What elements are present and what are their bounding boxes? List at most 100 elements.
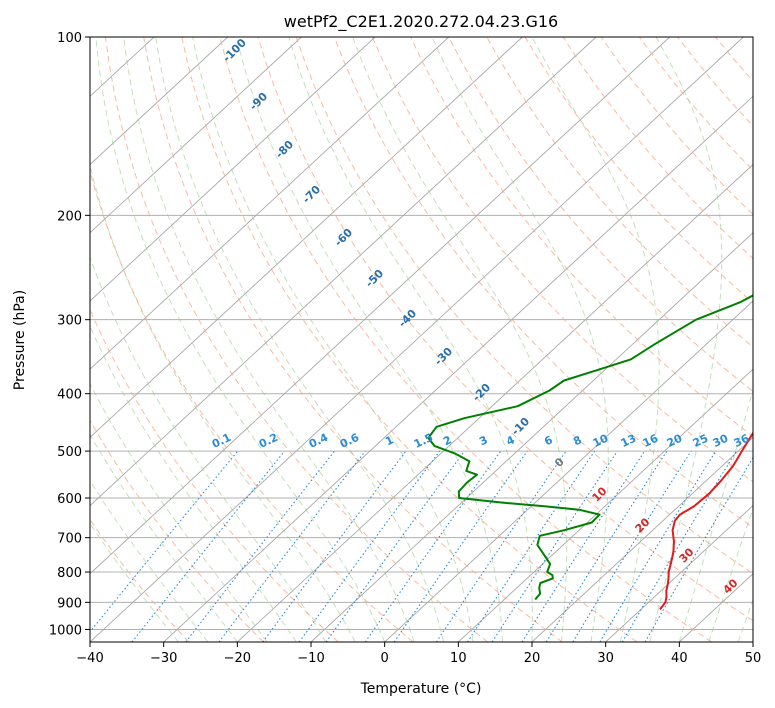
mixing-ratio-line [185,450,335,642]
x-axis-label: Temperature (°C) [360,681,482,697]
y-tick-label: 800 [57,566,82,581]
x-tick-label: 40 [671,651,688,666]
dry-adiabat [410,37,753,437]
line-labels: -100-90-80-70-60-50-40-30-20-10010203040… [210,36,752,597]
moist-adiabat [90,382,268,642]
dry-adiabat [524,37,753,304]
pressure-gridlines [90,37,753,630]
mixing-ratio-label: 0.2 [257,431,280,451]
mixing-ratio-line [545,450,668,642]
temperature-profile [659,431,753,611]
skewed-isotherms [0,37,753,642]
y-tick-label: 200 [57,209,82,224]
dry-adiabat [181,37,638,642]
moist-adiabat [95,37,386,642]
dry-adiabat-label: 30 [677,545,697,565]
moist-adiabat [90,433,238,642]
dry-adiabat [371,37,753,483]
dry-adiabat [715,37,753,82]
moist-adiabat [649,37,723,642]
isotherm-line [163,95,753,642]
isotherm-line [90,37,597,507]
y-tick-label: 500 [57,445,82,460]
x-tick-label: −40 [76,651,103,666]
mixing-ratio-line [435,450,567,642]
dry-adiabat [562,37,753,260]
isotherm-line [90,37,229,166]
dry-adiabat-label: -70 [300,183,323,206]
mixing-ratio-lines [90,450,753,642]
dry-adiabat [638,37,753,171]
mixing-ratio-line [218,450,366,642]
moist-adiabat [123,37,415,642]
mixing-ratio-label: 36 [732,432,752,450]
y-tick-label: 900 [57,596,82,611]
dry-adiabat-label: -10 [509,415,532,438]
dewpoint-profile [427,294,753,601]
y-tick-label: 100 [57,31,82,46]
moist-adiabat [431,37,609,642]
mixing-ratio-line [90,450,239,633]
isotherm-line [90,37,450,370]
isotherm-line [531,436,753,642]
moist-adiabat [235,37,503,642]
mixing-ratio-label: 16 [641,432,661,450]
mixing-ratio-line [599,450,717,642]
dry-adiabat-label: -40 [396,307,419,330]
moist-adiabat [352,37,568,642]
sounding-profiles [427,294,753,611]
dry-adiabat [295,37,753,575]
dry-adiabat [257,37,753,622]
y-axis-label: Pressure (hPa) [12,290,28,390]
mixing-ratio-label: 1 [383,433,395,448]
x-tick-label: 30 [597,651,614,666]
moist-adiabat [90,255,327,642]
dry-adiabat [333,37,753,528]
y-tick-label: 1000 [49,623,82,638]
dry-adiabat [486,37,753,348]
mixing-ratio-line [621,450,737,642]
mixing-ratio-label: 13 [619,432,638,450]
moist-adiabat [708,507,753,642]
moist-adiabat [90,479,209,642]
mixing-ratio-line [491,450,618,642]
mixing-ratio-label: 3 [477,433,489,448]
dry-adiabat [90,518,190,642]
dry-adiabat-label: -30 [432,345,455,368]
isotherm-line [679,573,753,642]
mixing-ratio-label: 0.6 [338,431,361,451]
mixing-ratio-line [521,450,646,642]
mixing-ratio-label: 10 [591,432,611,450]
moist-adiabat [90,324,297,642]
dry-adiabat [90,169,414,642]
isotherm-line [90,37,302,234]
isotherm-line [310,232,753,642]
mixing-ratio-line [262,450,407,642]
dry-adiabat [90,308,339,642]
isotherm-line [90,37,376,302]
x-tick-label: 10 [450,651,467,666]
moist-adiabat [531,37,660,642]
dry-adiabat [754,37,775,642]
isotherm-line [237,163,753,642]
mixing-ratio-line [298,450,441,642]
isotherm-line [90,37,523,438]
dry-adiabat [90,419,264,642]
mixing-ratio-label: 2 [441,433,453,448]
isotherm-line [0,37,7,642]
moist-adiabat [678,388,753,642]
mixing-ratio-label: 6 [542,433,555,448]
mixing-ratio-label: 0.4 [307,431,330,451]
x-tick-label: 50 [745,651,762,666]
mixing-ratio-line [572,450,692,642]
dry-adiabat-label: 40 [721,576,741,596]
mixing-ratio-line [364,450,502,642]
plot-area [0,37,775,642]
mixing-ratio-label: 8 [571,433,583,448]
moist-adiabat [737,598,753,642]
mixing-ratio-line [393,450,528,642]
mixing-ratio-label: 30 [711,432,731,450]
isotherm-line [605,504,753,642]
chart-title: wetPf2_C2E1.2020.272.04.23.G16 [284,12,558,32]
dry-adiabat [448,37,753,393]
